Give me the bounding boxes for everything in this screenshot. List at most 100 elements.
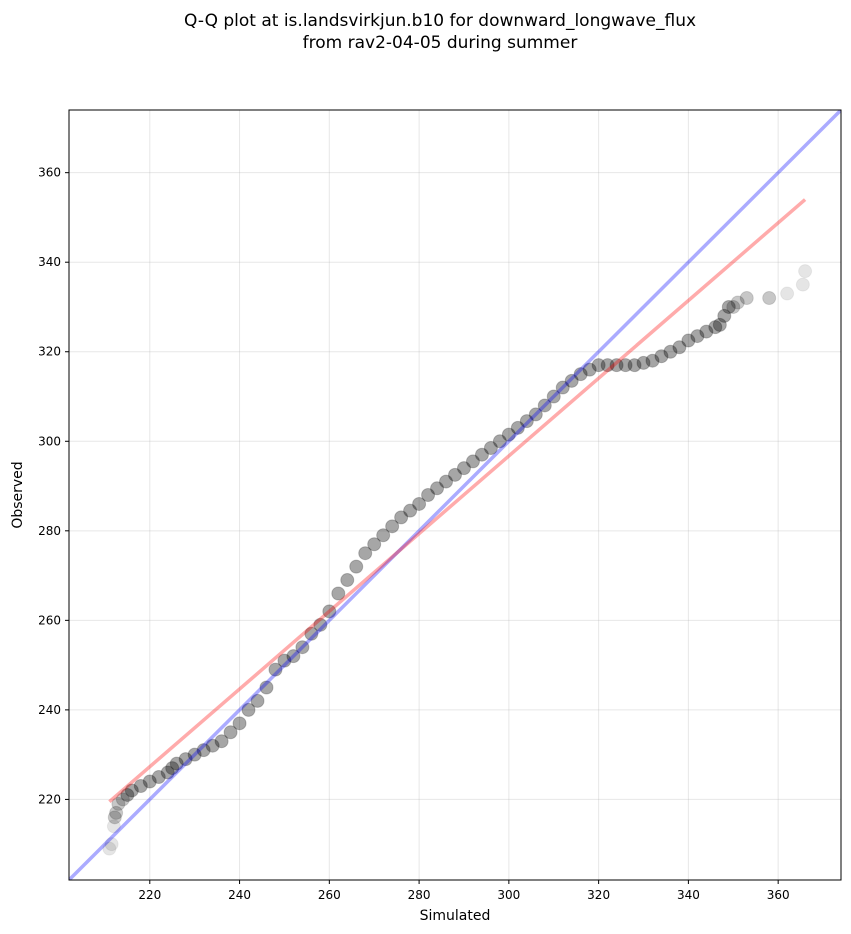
x-tick-label: 220 <box>138 888 161 902</box>
qq-point <box>268 662 283 677</box>
y-tick-label: 360 <box>38 166 61 180</box>
qq-point <box>165 761 180 776</box>
qq-point <box>730 295 745 310</box>
y-axis-label: Observed <box>10 461 26 528</box>
qq-point <box>439 474 454 489</box>
qq-point <box>609 358 624 373</box>
qq-point <box>430 481 445 496</box>
qq-point <box>109 805 124 820</box>
qq-point <box>133 778 148 793</box>
qq-point <box>376 528 391 543</box>
qq-point <box>681 333 696 348</box>
qq-point <box>537 398 552 413</box>
qq-point <box>104 837 119 852</box>
qq-point <box>564 373 579 388</box>
qq-point <box>717 308 732 323</box>
qq-point <box>358 546 373 561</box>
qq-point <box>106 819 121 834</box>
y-tick-label: 300 <box>38 434 61 448</box>
qq-point <box>663 344 678 359</box>
qq-point <box>111 796 126 811</box>
qq-point <box>555 380 570 395</box>
qq-point <box>223 725 238 740</box>
qq-point <box>196 743 211 758</box>
y-tick-label: 320 <box>38 345 61 359</box>
qq-point <box>795 277 810 292</box>
x-tick-label: 360 <box>767 888 790 902</box>
qq-point <box>762 291 777 306</box>
qq-point <box>654 349 669 364</box>
y-tick-label: 220 <box>38 792 61 806</box>
qq-point <box>726 299 741 314</box>
qq-point <box>712 317 727 332</box>
qq-point <box>699 324 714 339</box>
x-tick-label: 320 <box>587 888 610 902</box>
qq-point <box>636 355 651 370</box>
x-tick-label: 340 <box>677 888 700 902</box>
reference-lines <box>69 110 841 880</box>
x-tick-label: 240 <box>228 888 251 902</box>
qq-point <box>394 510 409 525</box>
qq-point <box>474 447 489 462</box>
qq-point <box>277 653 292 668</box>
qq-point <box>465 454 480 469</box>
qq-point <box>142 774 157 789</box>
qq-point <box>120 787 135 802</box>
qq-point <box>178 752 193 767</box>
fit-line <box>108 198 807 803</box>
qq-point <box>367 537 382 552</box>
y-tick-label: 340 <box>38 255 61 269</box>
x-tick-label: 260 <box>318 888 341 902</box>
qq-point <box>582 362 597 377</box>
qq-point <box>124 783 139 798</box>
qq-point <box>107 810 122 825</box>
y-axis-ticks: 220 240 260 280 300 320 340 360 <box>38 166 69 806</box>
chart-title-line-1: Q-Q plot at is.landsvirkjun.b10 for down… <box>184 11 696 31</box>
qq-point <box>340 573 355 588</box>
qq-point <box>672 340 687 355</box>
qq-point <box>510 420 525 435</box>
qq-point <box>501 427 516 442</box>
y-tick-label: 280 <box>38 524 61 538</box>
qq-point <box>721 299 736 314</box>
qq-point <box>690 329 705 344</box>
qq-point <box>304 626 319 641</box>
qq-point <box>295 640 310 655</box>
chart-title-line-2: from rav2-04-05 during summer <box>303 33 578 53</box>
qq-point <box>618 358 633 373</box>
qq-point <box>546 389 561 404</box>
qq-point <box>456 461 471 476</box>
qq-point <box>412 496 427 511</box>
qq-point <box>483 440 498 455</box>
qq-point <box>448 467 462 482</box>
qq-point <box>492 434 507 449</box>
qq-point <box>591 358 606 373</box>
qq-point <box>627 358 642 373</box>
x-axis-ticks: 220 240 260 280 300 320 340 360 <box>138 880 790 902</box>
qq-point <box>205 738 220 753</box>
qq-point <box>115 792 130 807</box>
qq-point <box>385 519 400 534</box>
qq-point <box>573 367 588 382</box>
qq-point <box>313 617 328 632</box>
qq-point <box>739 291 754 306</box>
qq-point <box>528 407 543 422</box>
y-tick-label: 260 <box>38 613 61 627</box>
qq-point <box>214 734 229 749</box>
qq-point <box>250 693 265 708</box>
plot-frame <box>68 109 842 881</box>
qq-point <box>286 649 301 664</box>
qq-point <box>259 680 274 695</box>
qq-point <box>645 353 660 368</box>
qq-point <box>151 770 166 785</box>
qq-point <box>421 488 436 502</box>
qq-point <box>232 716 247 731</box>
qq-point <box>322 604 337 619</box>
data-points <box>102 264 813 856</box>
qq-point <box>798 264 813 279</box>
qq-point <box>708 320 723 335</box>
x-tick-label: 280 <box>408 888 431 902</box>
y-tick-label: 240 <box>38 703 61 717</box>
qq-point <box>600 358 615 373</box>
